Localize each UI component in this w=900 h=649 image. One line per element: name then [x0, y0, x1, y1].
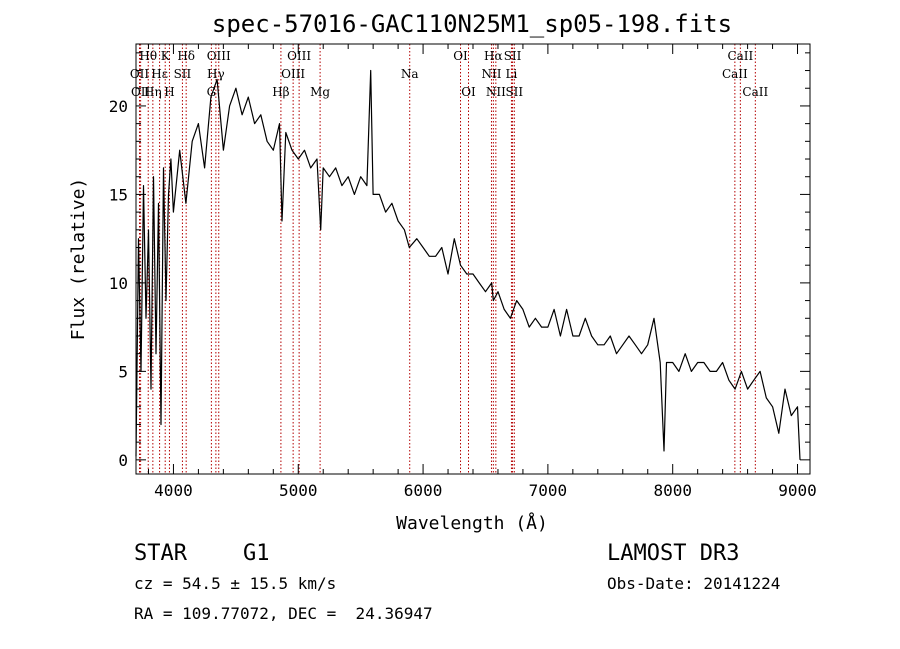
x-tick-label: 8000: [653, 481, 692, 500]
line-label: G: [207, 85, 217, 99]
line-label: Li: [506, 67, 518, 81]
line-label: Hγ: [207, 67, 225, 81]
line-label: CaII: [722, 67, 748, 81]
coords-text: RA = 109.77072, DEC = 24.36947: [134, 604, 433, 623]
line-label: H: [164, 85, 174, 99]
x-tick-label: 4000: [154, 481, 193, 500]
x-tick-label: 9000: [778, 481, 817, 500]
y-tick-label: 15: [109, 185, 128, 204]
x-tick-label: 7000: [529, 481, 568, 500]
subclass-label: G1: [243, 541, 270, 566]
line-label: Hθ: [139, 49, 157, 63]
line-label: Hε: [151, 67, 168, 81]
x-axis-label: Wavelength (Å): [396, 512, 548, 534]
x-tick-label: 5000: [279, 481, 318, 500]
line-label: CaII: [742, 85, 768, 99]
survey-label: LAMOST DR3: [607, 541, 740, 566]
axes: 4000 5000 6000 7000 8000 9000 0 5 10 15 20: [109, 44, 817, 500]
line-label: CaII: [727, 49, 753, 63]
class-label: STAR: [134, 541, 187, 566]
line-markers: [138, 44, 756, 474]
line-label: OI: [461, 85, 476, 99]
line-label: Hδ: [177, 49, 195, 63]
cz-text: cz = 54.5 ± 15.5 km/s: [134, 574, 337, 593]
y-tick-label: 0: [118, 451, 128, 470]
spectrum-line: [135, 69, 801, 460]
line-label: OIII: [281, 67, 305, 81]
y-tick-label: 20: [109, 97, 128, 116]
line-label: SII: [505, 85, 523, 99]
line-label: Hη: [144, 85, 162, 99]
line-label: OI: [453, 49, 468, 63]
line-label: Hβ: [272, 85, 289, 99]
line-label: OIII: [287, 49, 311, 63]
line-label: SII: [504, 49, 522, 63]
line-label: NII: [481, 67, 501, 81]
line-label: Na: [401, 67, 419, 81]
line-label: K: [161, 49, 171, 63]
series-group: [135, 69, 801, 460]
y-axis-label: Flux (relative): [68, 178, 89, 341]
plot-frame: [135, 43, 811, 475]
line-label: OII: [130, 67, 150, 81]
y-tick-label: 10: [109, 274, 128, 293]
chart-title: spec-57016-GAC110N25M1_sp05-198.fits: [212, 10, 732, 38]
line-label: OIII: [207, 49, 231, 63]
y-tick-label: 5: [118, 362, 128, 381]
obs-date-text: Obs-Date: 20141224: [607, 574, 781, 593]
line-label: SII: [174, 67, 192, 81]
line-label: Hα: [484, 49, 503, 63]
line-label: NII: [486, 85, 506, 99]
x-tick-label: 6000: [404, 481, 443, 500]
line-label: Mg: [310, 85, 330, 99]
